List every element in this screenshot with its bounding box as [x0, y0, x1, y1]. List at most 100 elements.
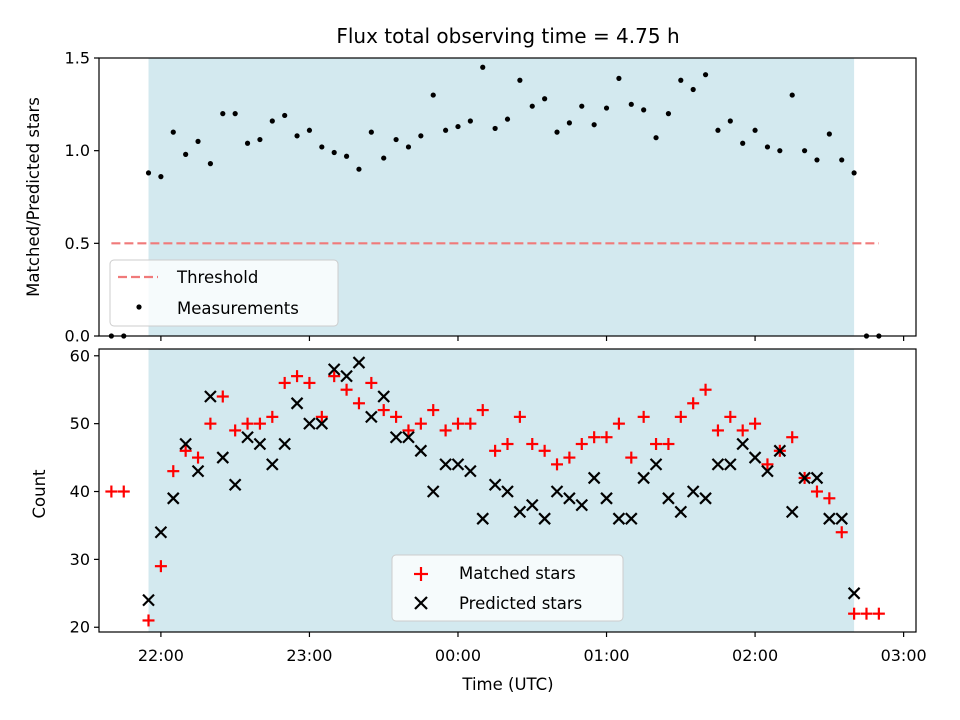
measurement-point — [826, 131, 832, 137]
matched-star-point — [563, 451, 576, 464]
measurement-point — [418, 133, 424, 139]
measurement-point — [393, 136, 399, 143]
predicted-star-point — [649, 458, 663, 471]
matched-star-point — [328, 370, 341, 383]
x-tick-label: 23:00 — [286, 646, 332, 665]
measurement-point — [591, 122, 597, 128]
measurement-point — [331, 149, 337, 156]
matched-star-point — [291, 370, 304, 383]
matched-star-point — [427, 404, 440, 417]
predicted-star-point — [315, 417, 329, 430]
predicted-star-point — [216, 451, 230, 464]
top-panel: 0.0 0.5 1.0 1.5 Matched/Predicted stars Thr… — [24, 49, 917, 346]
matched-star-point — [612, 417, 625, 430]
matched-star-point — [588, 431, 601, 444]
predicted-stars-series — [142, 356, 861, 607]
matched-star-point — [736, 424, 749, 437]
predicted-star-point — [736, 437, 749, 451]
matched-star-point — [786, 431, 799, 444]
measurement-point — [801, 148, 808, 154]
x-tick-label: 22:00 — [138, 646, 184, 665]
matched-star-point — [835, 526, 848, 539]
bottom-legend: Matched stars Predicted stars — [391, 554, 624, 622]
predicted-star-point — [711, 458, 725, 471]
matched-star-point — [551, 458, 564, 471]
measurements-series — [108, 64, 882, 339]
x-tick-label: 00:00 — [435, 646, 481, 665]
measurement-point — [504, 116, 511, 122]
matched-star-point — [142, 614, 155, 627]
matched-star-point — [365, 376, 378, 389]
predicted-star-point — [377, 390, 390, 403]
matched-star-point — [848, 607, 861, 620]
matched-star-point — [402, 424, 415, 437]
bottom-y-tick-label: 60 — [70, 346, 90, 365]
measurement-point — [158, 174, 164, 180]
predicted-star-point — [835, 512, 849, 525]
bottom-y-axis-title: Count — [30, 469, 49, 519]
predicted-star-point — [142, 593, 155, 607]
matched-star-point — [192, 451, 205, 464]
predicted-star-point — [761, 464, 774, 478]
matched-star-point — [637, 410, 650, 423]
matched-star-point — [154, 560, 167, 573]
predicted-star-point — [823, 512, 836, 525]
predicted-star-point — [637, 471, 650, 485]
matched-star-point — [711, 424, 724, 437]
measurement-point — [690, 86, 696, 93]
measurement-point — [195, 138, 201, 144]
top-plot-frame — [98, 57, 917, 337]
measurement-point — [566, 120, 572, 126]
matched-star-point — [625, 451, 638, 464]
matched-star-point — [575, 438, 588, 451]
measurement-point — [145, 170, 152, 176]
measurement-point — [678, 77, 684, 83]
top-y-axis-title: Matched/Predicted stars — [24, 97, 43, 297]
matched-star-point — [451, 417, 464, 430]
measurement-point — [319, 144, 325, 150]
matched-star-point — [872, 607, 885, 620]
matched-star-point — [489, 444, 502, 457]
predicted-star-point — [748, 451, 762, 464]
predicted-star-point — [241, 430, 254, 444]
matched-star-point — [315, 410, 328, 423]
measurement-point — [851, 170, 857, 176]
predicted-star-point — [253, 437, 267, 451]
measurement-point — [443, 127, 449, 133]
measurement-point — [814, 157, 820, 163]
matched-stars-series — [105, 370, 885, 627]
matched-star-point — [823, 492, 836, 505]
predicted-star-point — [662, 492, 675, 505]
measurement-point — [529, 103, 535, 109]
measurement-point — [839, 157, 845, 163]
matched-star-point — [464, 417, 477, 430]
measurement-point — [232, 111, 238, 117]
measurement-point — [715, 127, 721, 133]
top-y-tick-label: 1.5 — [65, 49, 90, 68]
measurement-point — [244, 140, 251, 146]
measurement-point — [542, 96, 548, 102]
matched-star-point — [179, 444, 192, 457]
matched-star-point — [538, 444, 551, 457]
chart-title: Flux total observing time = 4.75 h — [336, 24, 679, 48]
predicted-star-point — [464, 464, 477, 478]
predicted-star-point — [402, 430, 415, 444]
predicted-star-point — [327, 363, 341, 376]
matched-star-point — [439, 424, 452, 437]
predicted-star-point — [587, 471, 601, 485]
matched-star-point — [600, 431, 613, 444]
matched-star-point — [476, 404, 489, 417]
measurement-point — [752, 127, 758, 133]
measurement-point — [740, 140, 746, 146]
measurement-point — [343, 153, 350, 159]
bottom-plot-frame — [98, 348, 917, 633]
predicted-star-point — [166, 492, 180, 505]
measurement-point — [616, 75, 622, 81]
legend-measurements-label: Measurements — [177, 299, 299, 318]
predicted-star-point — [575, 498, 589, 512]
top-y-tick-label: 0.5 — [65, 234, 90, 253]
measurement-point — [628, 101, 634, 107]
matched-star-point — [377, 404, 390, 417]
measurement-point — [579, 103, 585, 109]
measurement-point — [306, 127, 313, 133]
